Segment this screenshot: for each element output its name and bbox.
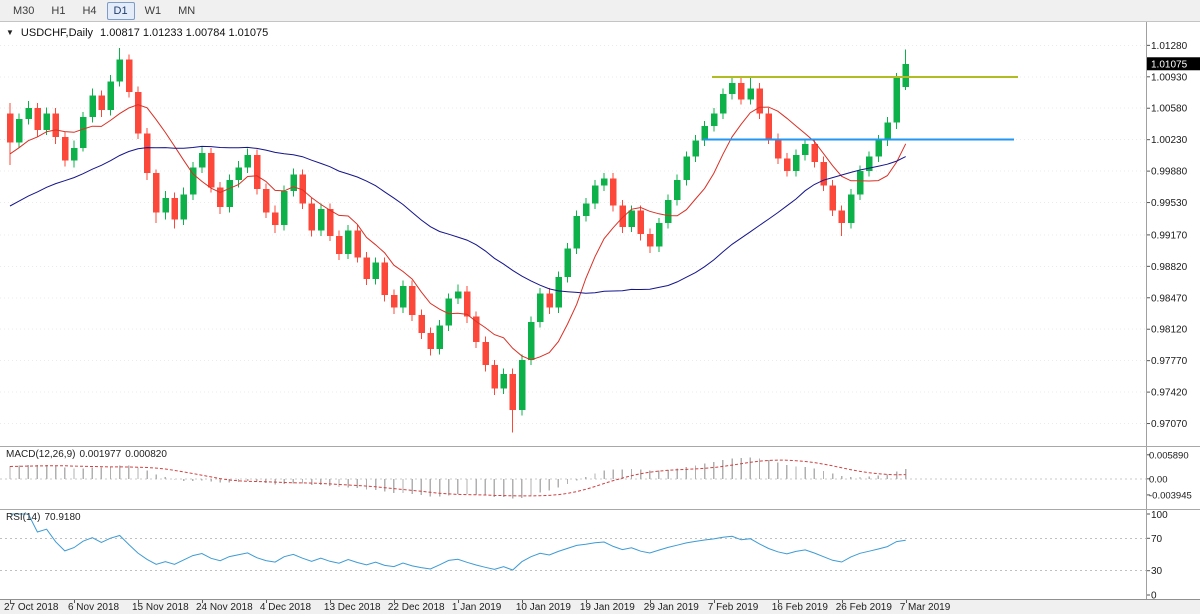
rsi-level-lines <box>0 537 1146 572</box>
ma-slow-line <box>9 145 906 294</box>
date-tick <box>10 600 11 603</box>
date-tick <box>137 600 139 603</box>
date-label: 10 Jan 2019 <box>515 602 571 613</box>
macd-value-signal: 0.000820 <box>125 449 167 460</box>
svg-text:1.00230: 1.00230 <box>1151 135 1188 146</box>
macd-name: MACD(12,26,9) <box>6 449 76 460</box>
date-label: 29 Jan 2019 <box>643 602 699 613</box>
date-label: 22 Dec 2018 <box>387 602 445 613</box>
svg-text:0: 0 <box>1151 591 1157 600</box>
date-label: 1 Jan 2019 <box>451 602 502 613</box>
timeframe-button-mn[interactable]: MN <box>178 4 196 17</box>
chart-window: 1.01280 1.00930 1.00580 1.00230 0.99880 0.995… <box>0 22 1200 614</box>
svg-text:0.99880: 0.99880 <box>1151 167 1188 178</box>
date-tick <box>777 600 779 603</box>
svg-text:0.99530: 0.99530 <box>1151 198 1188 209</box>
date-label: 16 Feb 2019 <box>771 602 828 613</box>
timeframe-button-w1[interactable]: W1 <box>144 4 162 17</box>
svg-text:100: 100 <box>1151 510 1168 521</box>
price-chart-canvas[interactable]: 1.01280 1.00930 1.00580 1.00230 0.99880 0.995… <box>0 22 1200 446</box>
date-tick <box>329 600 331 603</box>
candles-group <box>7 48 910 433</box>
moving-averages <box>9 104 907 361</box>
macd-label: MACD(12,26,9) 0.001977 0.000820 <box>6 449 171 460</box>
svg-text:0.00: 0.00 <box>1149 474 1168 485</box>
current-price-tag: 1.01075 <box>1147 57 1200 71</box>
svg-text:1.00930: 1.00930 <box>1151 72 1188 83</box>
date-tick <box>585 600 587 603</box>
date-tick <box>521 600 523 603</box>
svg-text:0.98820: 0.98820 <box>1151 262 1188 273</box>
rsi-panel: 100 70 30 0 RSI(14) 70.9180 <box>0 510 1200 599</box>
date-label: 4 Dec 2018 <box>259 602 312 613</box>
date-label: 7 Feb 2019 <box>707 602 759 613</box>
svg-text:1.01075: 1.01075 <box>1151 59 1188 70</box>
quick-trade-arrow-icon[interactable]: ▼ <box>6 28 14 37</box>
timeframe-button-h1[interactable]: H1 <box>51 4 66 17</box>
date-label: 26 Feb 2019 <box>835 602 892 613</box>
date-label: 6 Nov 2018 <box>67 602 120 613</box>
date-label: 19 Jan 2019 <box>579 602 635 613</box>
date-label: 24 Nov 2018 <box>195 602 253 613</box>
svg-text:0.98120: 0.98120 <box>1151 325 1188 336</box>
svg-text:0.99170: 0.99170 <box>1151 230 1188 241</box>
rsi-name: RSI(14) <box>6 512 41 523</box>
macd-value-main: 0.001977 <box>79 449 122 460</box>
date-axis[interactable]: 27 Oct 2018 6 Nov 2018 15 Nov 2018 24 Nov 2… <box>0 599 1200 614</box>
date-label: 27 Oct 2018 <box>4 602 59 613</box>
svg-text:30: 30 <box>1151 566 1163 577</box>
date-label: 13 Dec 2018 <box>323 602 381 613</box>
date-tick <box>905 600 907 603</box>
svg-text:70: 70 <box>1151 534 1163 545</box>
rsi-line <box>10 513 906 571</box>
svg-text:1.01280: 1.01280 <box>1151 41 1188 52</box>
panel-separator-macd[interactable] <box>0 446 1200 447</box>
timeframe-button-d1[interactable]: D1 <box>106 1 135 20</box>
date-tick <box>713 600 715 603</box>
date-tick <box>457 600 459 603</box>
macd-panel: 0.005890 0.00 -0.003945 MACD(12,26,9) 0.001… <box>0 447 1200 509</box>
macd-signal-line <box>9 459 906 497</box>
macd-axis[interactable]: 0.005890 0.00 -0.003945 <box>1146 450 1192 501</box>
date-tick <box>265 600 267 603</box>
date-tick <box>393 600 395 603</box>
ohlc-values: 1.00817 1.01233 1.00784 1.01075 <box>100 27 269 39</box>
timeframe-button-h4[interactable]: H4 <box>82 4 97 17</box>
svg-text:0.97070: 0.97070 <box>1151 419 1188 430</box>
macd-canvas[interactable]: 0.005890 0.00 -0.003945 <box>0 447 1200 509</box>
svg-text:0.97770: 0.97770 <box>1151 356 1188 367</box>
panel-separator-rsi[interactable] <box>0 509 1200 510</box>
date-tick <box>649 600 651 603</box>
svg-text:0.97420: 0.97420 <box>1151 388 1188 399</box>
price-axis[interactable]: 1.01280 1.00930 1.00580 1.00230 0.99880 0.995… <box>1146 41 1188 430</box>
date-tick <box>73 600 75 603</box>
rsi-canvas[interactable]: 100 70 30 0 <box>0 510 1200 599</box>
svg-text:0.98470: 0.98470 <box>1151 293 1188 304</box>
timeframe-button-m30[interactable]: M30 <box>13 4 35 17</box>
ma-fast-line <box>9 104 907 361</box>
rsi-label: RSI(14) 70.9180 <box>6 512 85 523</box>
date-tick <box>201 600 203 603</box>
horizontal-line-objects[interactable] <box>703 75 1018 141</box>
timeframe-toolbar: M30 H1 H4 D1 W1 MN <box>0 0 1200 22</box>
svg-text:-0.003945: -0.003945 <box>1149 490 1192 501</box>
symbol-period-label: USDCHF,Daily <box>20 27 94 39</box>
rsi-axis[interactable]: 100 70 30 0 <box>1146 510 1168 599</box>
date-label: 15 Nov 2018 <box>131 602 189 613</box>
date-label: 7 Mar 2019 <box>899 602 951 613</box>
svg-text:0.005890: 0.005890 <box>1149 450 1189 461</box>
chart-title: ▼ USDCHF,Daily 1.00817 1.01233 1.00784 1… <box>6 27 268 39</box>
macd-histogram <box>9 457 907 499</box>
date-tick <box>841 600 843 603</box>
price-panel: 1.01280 1.00930 1.00580 1.00230 0.99880 0.995… <box>0 22 1200 446</box>
price-gridlines <box>0 44 1146 425</box>
svg-text:1.00580: 1.00580 <box>1151 104 1188 115</box>
rsi-value: 70.9180 <box>44 512 81 523</box>
